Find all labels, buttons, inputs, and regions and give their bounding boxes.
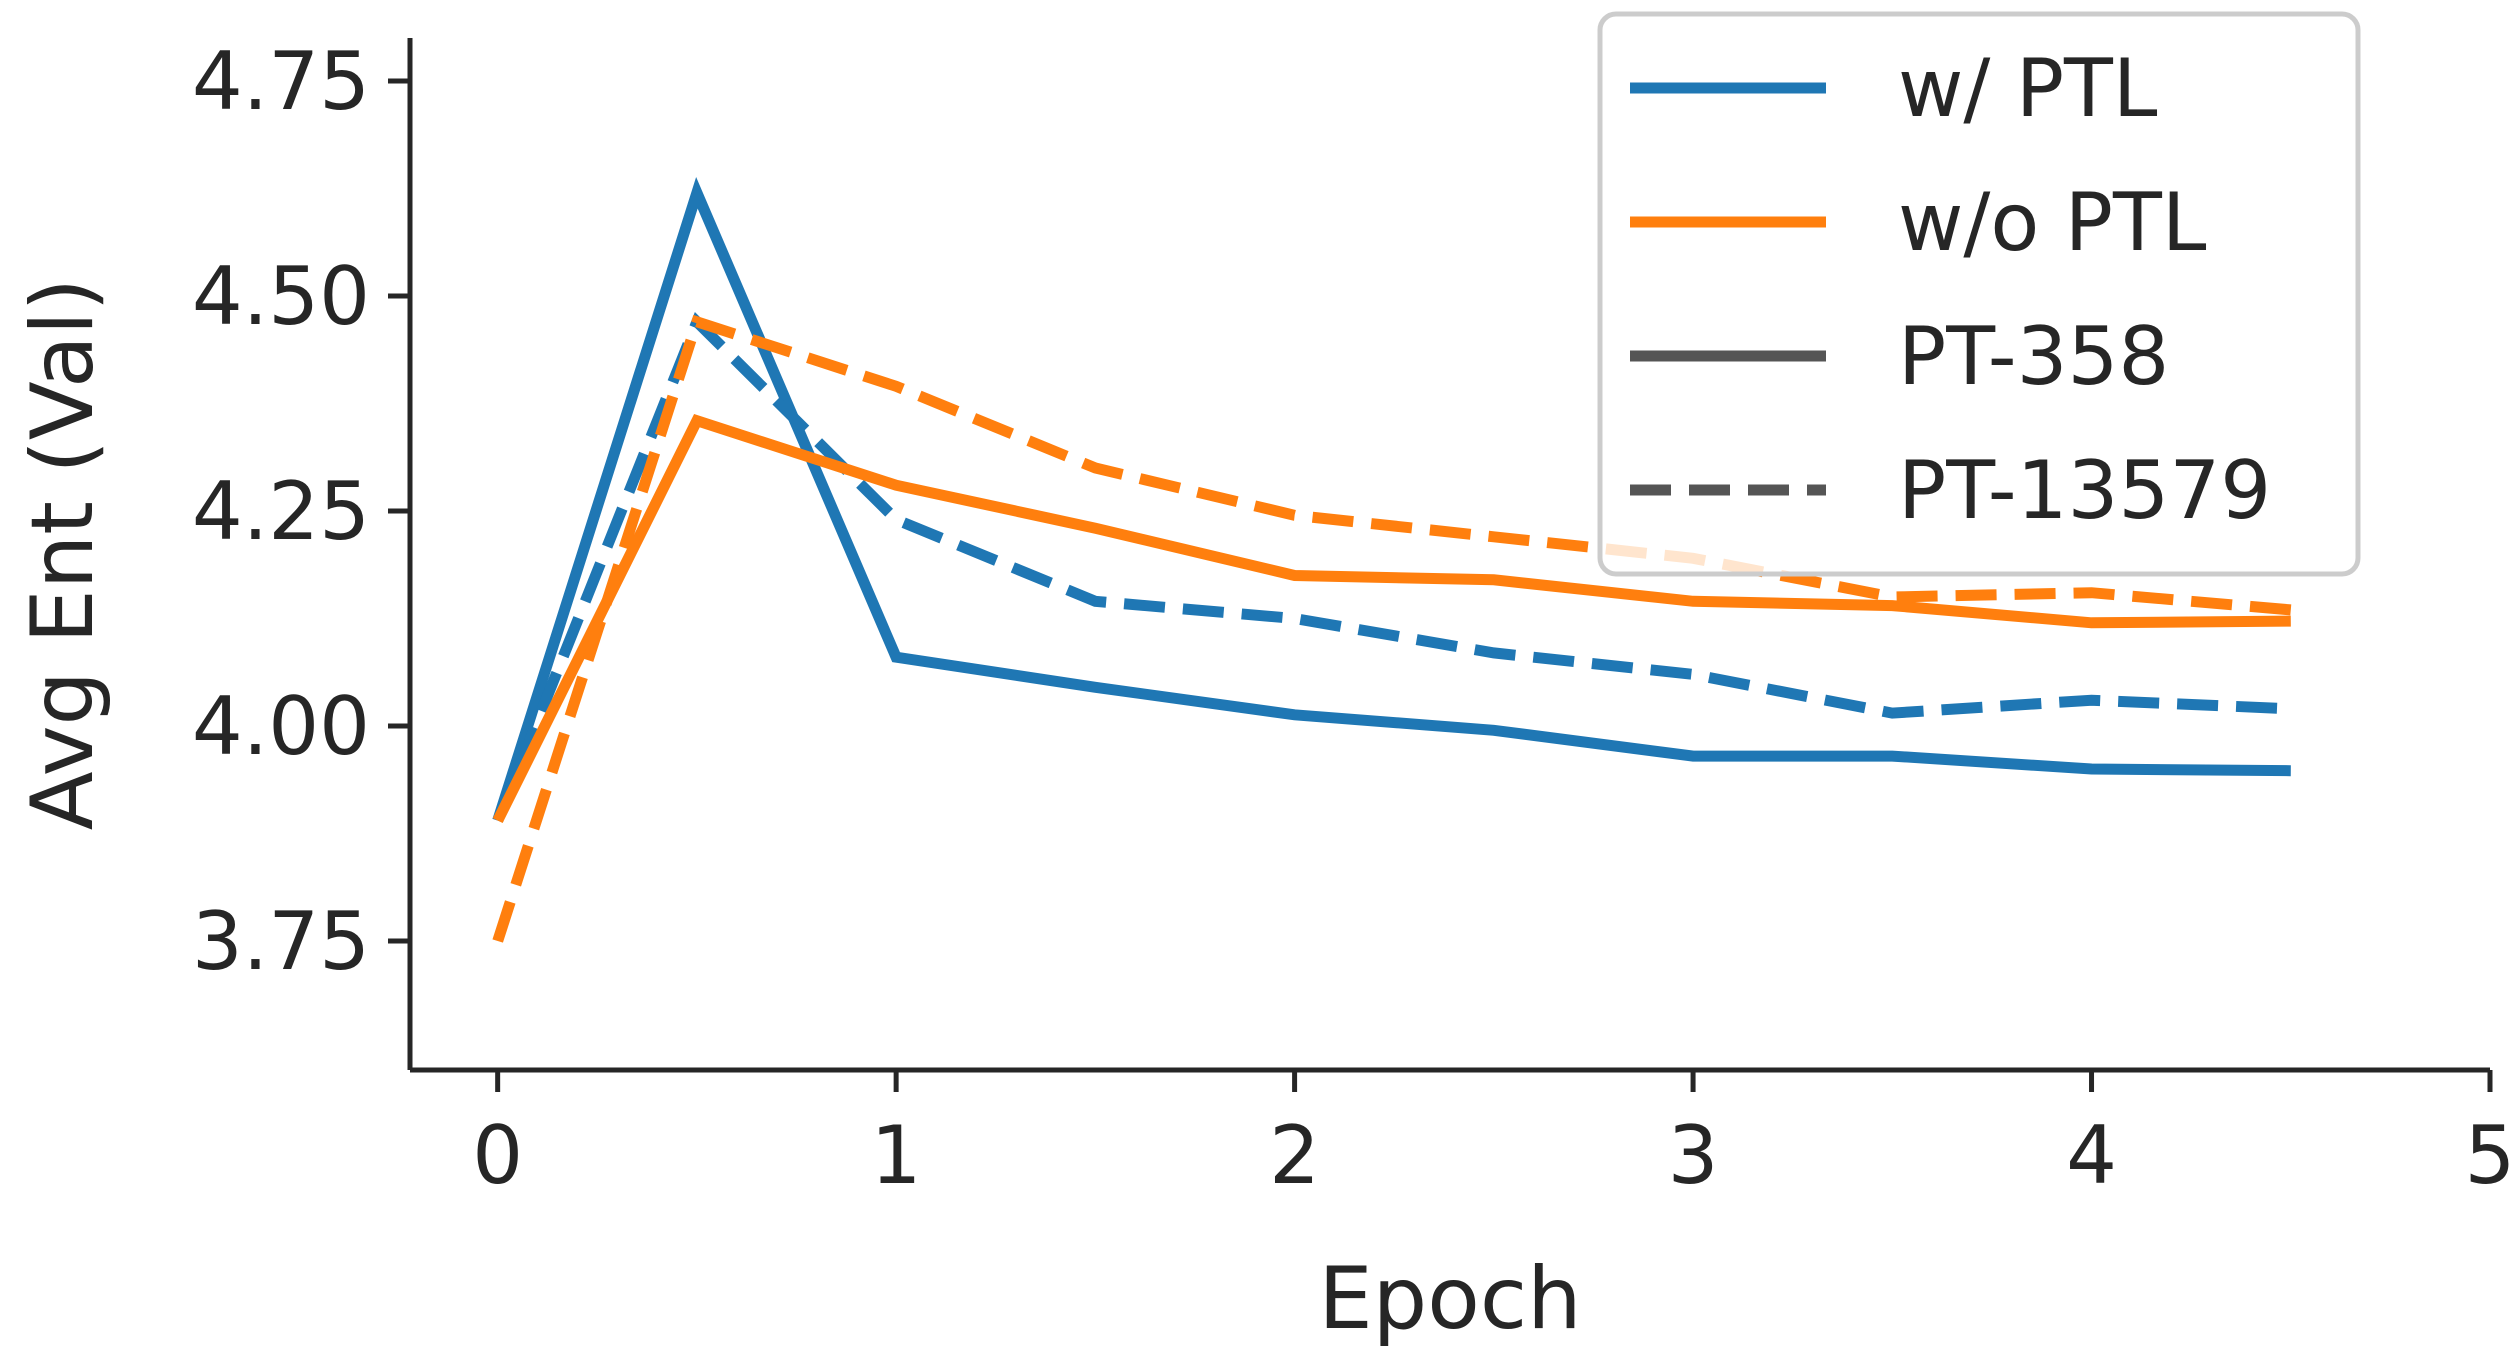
y-tick-label: 4.75 [192, 35, 370, 128]
y-tick-label: 4.50 [192, 250, 370, 343]
legend: w/ PTL w/o PTL PT-358 PT-13579 [1597, 11, 2361, 577]
x-axis-title: Epoch [1318, 1249, 1581, 1349]
x-tick-label: 4 [2066, 1109, 2117, 1202]
x-tick-label: 0 [472, 1109, 523, 1202]
legend-label: PT-358 [1898, 310, 2169, 403]
y-tick-label: 4.00 [192, 680, 370, 773]
x-tick-label: 3 [1668, 1109, 1719, 1202]
series-layer [492, 177, 2292, 943]
y-axis-title: Avg Ent (Val) [13, 278, 113, 830]
series-line-3 [492, 314, 2292, 943]
x-tick-label: 2 [1269, 1109, 1320, 1202]
legend-label: w/o PTL [1898, 176, 2207, 269]
series-line-1 [492, 312, 2292, 823]
legend-box [1597, 11, 2361, 577]
series-line-2 [492, 414, 2291, 824]
y-tick-label: 3.75 [192, 895, 370, 988]
y-tick-label: 4.25 [192, 465, 370, 558]
legend-label: w/ PTL [1898, 42, 2158, 135]
axes-layer: 3.75 4.00 4.25 4.50 4.75 0 1 2 3 4 5 Epoch Avg Ent (… [13, 35, 2515, 1349]
legend-label: PT-13579 [1898, 444, 2271, 537]
x-tick-label: 1 [871, 1109, 922, 1202]
x-tick-label: 5 [2465, 1109, 2516, 1202]
